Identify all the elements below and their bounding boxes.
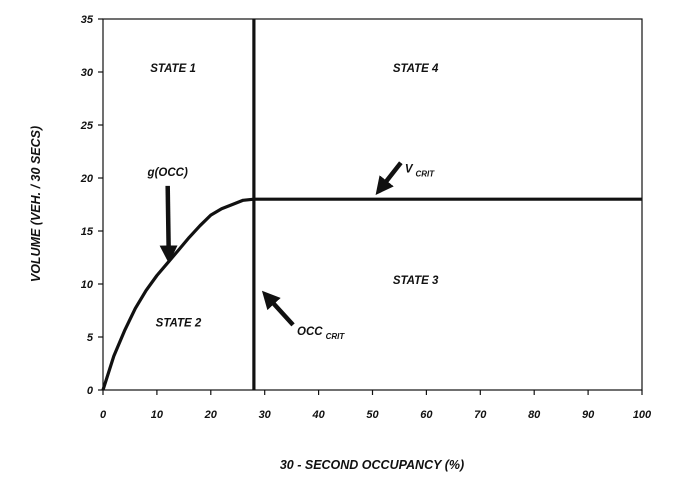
x-tick-label: 70	[474, 409, 487, 421]
annotation-state-3: STATE 3	[393, 275, 439, 287]
annotation-v: V CRIT	[405, 164, 435, 179]
y-tick-label: 20	[80, 173, 94, 185]
y-axis-ticks: 0 5 10 15 20 25 30 35	[80, 14, 103, 397]
x-tick-label: 30	[259, 409, 272, 421]
x-axis-label: 30 - SECOND OCCUPANCY (%)	[280, 458, 464, 472]
x-axis-ticks: 0 10 20 30 40 50 60 70 80 90 100	[100, 390, 652, 421]
x-tick-label: 80	[528, 409, 541, 421]
annotation-arrow	[159, 185, 178, 264]
annotation-subscript: CRIT	[416, 170, 436, 179]
y-tick-label: 5	[87, 332, 94, 344]
annotation-arrow	[375, 161, 403, 195]
y-tick-label: 10	[81, 279, 94, 291]
annotation-state-1: STATE 1	[150, 63, 196, 75]
annotation-text: STATE 4	[393, 63, 439, 75]
annotation-text: OCC	[297, 326, 323, 338]
x-tick-label: 100	[633, 409, 652, 421]
series-layer	[101, 19, 642, 391]
y-tick-label: 0	[87, 385, 94, 397]
annotation-g-occ: g(OCC)	[147, 167, 188, 179]
annotation-state-2: STATE 2	[156, 317, 202, 329]
annotation-occ: OCC CRIT	[297, 326, 345, 341]
x-tick-label: 0	[100, 409, 107, 421]
y-tick-label: 35	[81, 14, 94, 26]
x-tick-label: 50	[366, 409, 379, 421]
annotation-text: V	[405, 164, 414, 176]
x-tick-label: 90	[582, 409, 595, 421]
annotation-subscript: CRIT	[326, 332, 346, 341]
x-tick-label: 20	[204, 409, 218, 421]
x-tick-label: 10	[151, 409, 164, 421]
annotation-text: g(OCC)	[147, 167, 188, 179]
x-tick-label: 40	[311, 409, 325, 421]
y-tick-label: 30	[81, 67, 94, 79]
y-tick-label: 15	[81, 226, 94, 238]
annotation-text: STATE 1	[150, 63, 196, 75]
y-tick-label: 25	[80, 120, 94, 132]
annotation-state-4: STATE 4	[393, 63, 439, 75]
x-tick-label: 60	[420, 409, 433, 421]
annotation-arrow	[261, 290, 295, 327]
g-occ-curve	[101, 197, 255, 391]
y-axis-label: VOLUME (VEH. / 30 SECS)	[29, 126, 43, 282]
annotation-text: STATE 2	[156, 317, 202, 329]
annotation-text: STATE 3	[393, 275, 439, 287]
